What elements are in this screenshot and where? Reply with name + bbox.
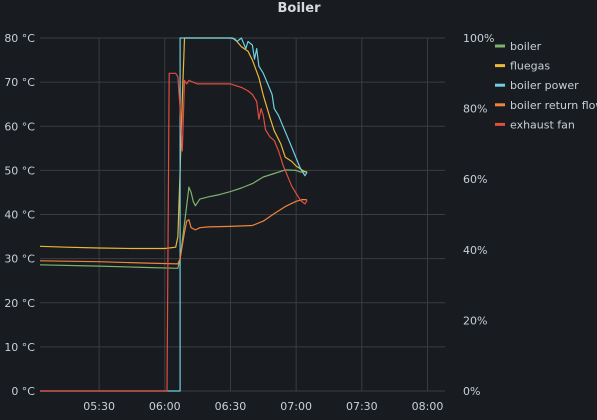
legend-label: boiler return flow xyxy=(510,99,597,112)
y-left-tick-label: 70 °C xyxy=(4,76,35,89)
legend-swatch xyxy=(495,44,505,48)
series-line-exhaust-fan xyxy=(40,72,308,392)
y-left-tick-label: 40 °C xyxy=(4,209,35,222)
legend-swatch xyxy=(495,64,505,68)
legend-item[interactable]: boiler return flow xyxy=(495,99,597,112)
x-tick-label: 05:30 xyxy=(83,400,115,413)
legend-swatch xyxy=(495,122,505,126)
y-right-tick-label: 20% xyxy=(463,314,487,327)
y-left-tick-label: 20 °C xyxy=(4,297,35,310)
legend-swatch xyxy=(495,103,505,107)
y-left-tick-label: 60 °C xyxy=(4,120,35,133)
y-left-tick-label: 30 °C xyxy=(4,253,35,266)
chart-title: Boiler xyxy=(278,1,322,16)
y-left-tick-label: 0 °C xyxy=(11,385,35,398)
x-tick-label: 06:00 xyxy=(149,400,181,413)
legend-swatch xyxy=(495,83,505,87)
legend-item[interactable]: exhaust fan xyxy=(495,118,575,131)
y-right-tick-label: 0% xyxy=(463,385,480,398)
legend-label: fluegas xyxy=(510,60,550,73)
series-line-boiler-return-flow xyxy=(39,198,308,265)
y-right-tick-label: 40% xyxy=(463,244,487,257)
y-right-tick-label: 100% xyxy=(463,32,494,45)
legend-label: boiler xyxy=(510,40,542,53)
legend-item[interactable]: boiler xyxy=(495,40,542,53)
x-tick-label: 07:00 xyxy=(280,400,312,413)
y-left-tick-label: 10 °C xyxy=(4,341,35,354)
legend-item[interactable]: fluegas xyxy=(495,60,550,73)
legend-item[interactable]: boiler power xyxy=(495,79,579,92)
x-tick-label: 08:00 xyxy=(412,400,444,413)
y-right-tick-label: 60% xyxy=(463,173,487,186)
legend-label: boiler power xyxy=(510,79,579,92)
y-left-tick-label: 50 °C xyxy=(4,164,35,177)
series-line-boiler-power xyxy=(40,37,308,392)
y-right-tick-label: 80% xyxy=(463,103,487,116)
x-tick-label: 07:30 xyxy=(346,400,378,413)
series-line-fluegas xyxy=(39,37,308,250)
legend-label: exhaust fan xyxy=(510,118,575,131)
x-tick-label: 06:30 xyxy=(215,400,247,413)
y-left-tick-label: 80 °C xyxy=(4,32,35,45)
